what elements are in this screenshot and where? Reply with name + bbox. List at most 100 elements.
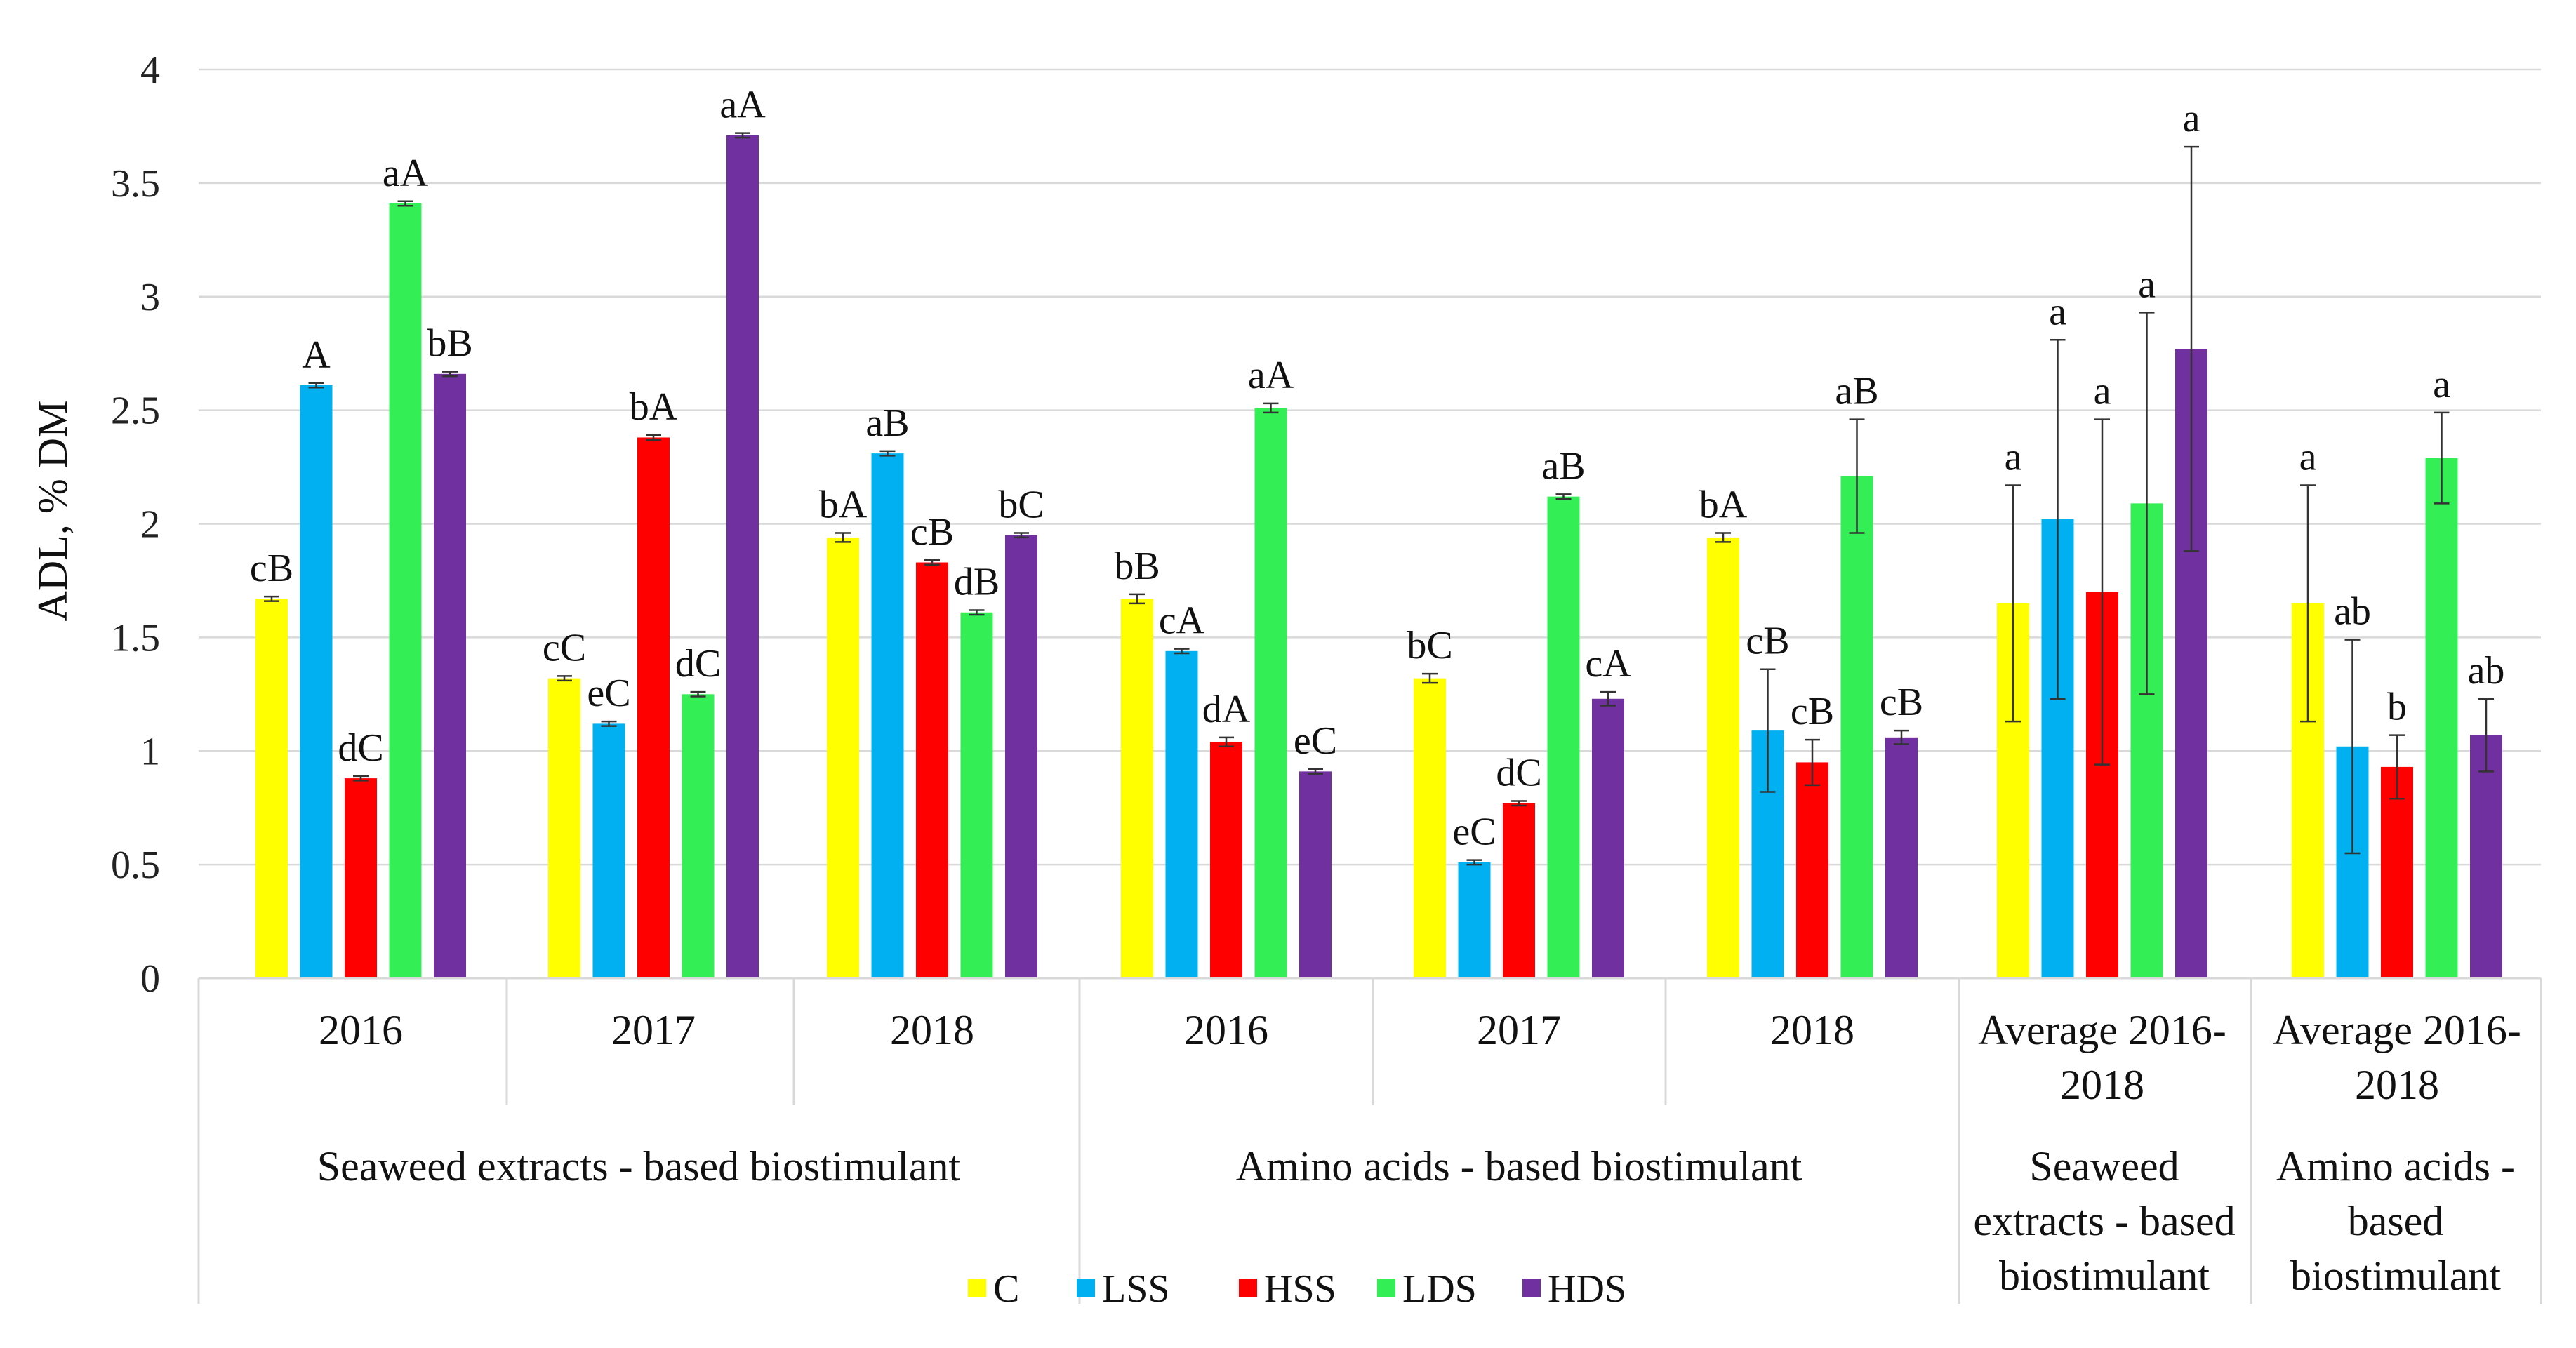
bar-HSS bbox=[2381, 766, 2413, 978]
x-category-label: 2018 bbox=[2060, 1062, 2144, 1108]
error-bar bbox=[1511, 800, 1527, 807]
bar-C bbox=[548, 678, 580, 978]
x-group-label: biostimulant bbox=[1999, 1253, 2210, 1299]
y-tick-label: 0 bbox=[140, 957, 160, 1001]
data-label: aB bbox=[1541, 444, 1585, 488]
x-group-label: based bbox=[2348, 1198, 2444, 1244]
error-bar bbox=[924, 559, 940, 566]
x-category-label: 2016 bbox=[319, 1007, 403, 1053]
bar-HDS bbox=[1885, 737, 1918, 978]
data-label: a bbox=[2094, 370, 2111, 413]
bar-C bbox=[1121, 599, 1153, 978]
bar-HSS bbox=[1796, 762, 1828, 978]
y-tick-label: 2.5 bbox=[111, 389, 160, 433]
legend-swatch bbox=[1239, 1279, 1257, 1297]
data-label: a bbox=[2299, 435, 2317, 479]
data-label: aB bbox=[1835, 370, 1878, 413]
bar-HSS bbox=[1210, 742, 1242, 978]
x-axis: 2016 2017 2018 2016 2017 2018 Average 2016- 201… bbox=[197, 977, 2542, 1304]
error-bar bbox=[1849, 418, 1865, 534]
x-category-label: 2018 bbox=[890, 1007, 974, 1053]
error-bar bbox=[308, 382, 324, 389]
bar-C bbox=[827, 537, 859, 978]
data-label: dC bbox=[1496, 751, 1541, 794]
y-tick-label: 1.5 bbox=[111, 616, 160, 660]
data-label: cB bbox=[910, 510, 954, 554]
data-label: dA bbox=[1202, 688, 1251, 731]
y-tick-label: 4 bbox=[140, 48, 160, 92]
data-label: aA bbox=[383, 152, 429, 195]
error-bar bbox=[1715, 532, 1731, 543]
bar-HSS bbox=[916, 562, 948, 978]
error-bar bbox=[1219, 736, 1234, 748]
error-bar bbox=[2478, 698, 2494, 773]
error-bar bbox=[690, 690, 706, 698]
y-tick-label: 0.5 bbox=[111, 843, 160, 887]
error-bar bbox=[442, 371, 458, 378]
error-bar bbox=[1174, 648, 1190, 655]
data-label: eC bbox=[1452, 810, 1496, 854]
data-label: aA bbox=[1248, 354, 1294, 397]
bar-HDS bbox=[1005, 535, 1037, 978]
legend-swatch bbox=[1077, 1279, 1095, 1297]
error-bar bbox=[735, 132, 750, 139]
error-bar bbox=[835, 532, 851, 543]
data-label: aB bbox=[865, 401, 909, 445]
data-label: bA bbox=[630, 385, 678, 429]
x-group-label: Amino acids - bbox=[2276, 1143, 2515, 1189]
x-category-label: 2017 bbox=[1477, 1007, 1561, 1053]
bar-LDS bbox=[1547, 496, 1580, 978]
data-label: A bbox=[302, 333, 331, 377]
error-bar bbox=[1555, 493, 1572, 500]
legend-item-HDS: HDS bbox=[1522, 1267, 1626, 1311]
gridlines bbox=[199, 68, 2541, 980]
error-bar bbox=[879, 450, 896, 457]
legend-label: LSS bbox=[1102, 1267, 1170, 1311]
data-label: dC bbox=[338, 726, 383, 770]
error-bar bbox=[1600, 690, 1616, 707]
legend-label: C bbox=[993, 1267, 1019, 1311]
x-category-label: Average 2016- bbox=[2273, 1007, 2521, 1053]
error-bar bbox=[2344, 639, 2361, 855]
bar-LDS bbox=[2425, 458, 2458, 978]
error-bar bbox=[601, 720, 617, 727]
legend-swatch bbox=[1522, 1279, 1541, 1297]
error-bar bbox=[1422, 672, 1438, 684]
legend-item-C: C bbox=[968, 1267, 1019, 1311]
x-group-label: biostimulant bbox=[2290, 1253, 2501, 1299]
error-bar bbox=[1466, 859, 1482, 866]
bar-LSS bbox=[871, 453, 904, 978]
data-label: dC bbox=[675, 642, 721, 686]
x-category-label: 2018 bbox=[1770, 1007, 1854, 1053]
data-label: a bbox=[2005, 435, 2022, 479]
data-label: bA bbox=[819, 483, 868, 526]
x-category-label: Average 2016- bbox=[1978, 1007, 2226, 1053]
data-label: aA bbox=[719, 84, 766, 127]
error-bar bbox=[1129, 593, 1145, 605]
data-labels: cBAdCaAbBcCeCbAdCaAbAaBcBdBbCbBcAdAaAeCb… bbox=[250, 84, 2505, 854]
bar-LDS bbox=[1254, 408, 1287, 978]
error-bar bbox=[2094, 418, 2110, 766]
data-label: bC bbox=[1407, 624, 1452, 667]
bar-LSS bbox=[300, 385, 333, 978]
data-label: cB bbox=[1880, 681, 1923, 724]
data-label: cB bbox=[250, 547, 293, 590]
bar-LSS bbox=[1458, 862, 1491, 978]
error-bar bbox=[1894, 729, 1909, 745]
bar-HDS bbox=[726, 135, 759, 979]
error-bar bbox=[1760, 668, 1776, 793]
x-category-label: 2018 bbox=[2355, 1062, 2439, 1108]
bar-C bbox=[1707, 537, 1739, 978]
error-bar bbox=[2139, 312, 2155, 695]
error-bar bbox=[1014, 532, 1029, 539]
bar-LDS bbox=[389, 203, 422, 979]
bar-HDS bbox=[2470, 735, 2502, 978]
bar-LDS bbox=[682, 694, 715, 978]
y-axis-ticks: 0 0.5 1 1.5 2 2.5 3 3.5 4 bbox=[111, 48, 160, 1001]
bar-LDS bbox=[1840, 476, 1873, 978]
x-group-label: Seaweed extracts - based biostimulant bbox=[317, 1143, 961, 1189]
legend-item-LDS: LDS bbox=[1377, 1267, 1477, 1311]
legend-label: LDS bbox=[1402, 1267, 1477, 1311]
error-bar bbox=[2300, 484, 2316, 723]
data-label: bB bbox=[427, 322, 472, 366]
